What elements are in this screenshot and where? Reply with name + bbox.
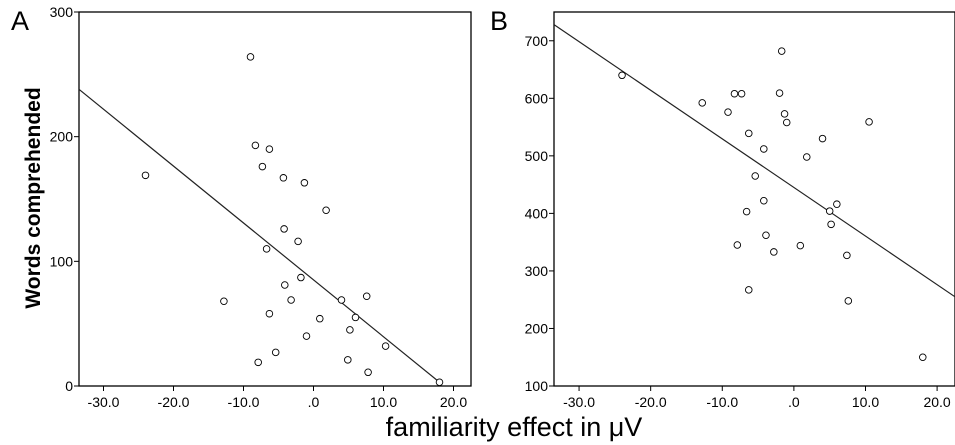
panel-b-data-point xyxy=(724,108,732,116)
panel-b-data-point xyxy=(698,99,706,107)
panel-a-xtick-label: -20.0 xyxy=(158,394,190,410)
panel-b-data-point xyxy=(833,200,841,208)
panel-b-data-point xyxy=(825,207,834,215)
panel-a-data-point xyxy=(271,348,280,357)
panel-a-data-point xyxy=(362,292,371,300)
panel-a-xtick-label: -10.0 xyxy=(228,394,260,410)
panel-a-plot-frame xyxy=(78,11,472,387)
panel-b-xtick-label: -10.0 xyxy=(706,394,738,410)
panel-b: B -30.0 -20.0 -10.0 .0 10.0 20.0 100 200 300 400 5… xyxy=(490,6,955,410)
panel-a-data-point xyxy=(322,206,330,214)
panel-a-data-point xyxy=(381,342,390,350)
panel-b-ytick-label: 500 xyxy=(525,148,549,164)
panel-b-data-point xyxy=(843,251,851,260)
panel-b-fit-line xyxy=(553,24,955,298)
panel-b-data-point xyxy=(865,118,873,126)
panel-a-data-point xyxy=(280,225,288,233)
panel-b-data-point xyxy=(844,297,853,305)
panel-b-xtick-label: -20.0 xyxy=(635,394,667,410)
panel-a-data-point xyxy=(141,171,150,180)
panel-a-points xyxy=(141,53,444,387)
panel-b-data-point xyxy=(796,241,805,250)
panel-b-xtick-label: .0 xyxy=(788,394,800,410)
panel-b-xtick-label: -30.0 xyxy=(563,394,595,410)
panel-b-ytick-label: 200 xyxy=(525,320,549,336)
panel-a-data-point xyxy=(316,314,324,323)
panel-a-ytick-label: 200 xyxy=(50,129,74,145)
panel-a-data-point xyxy=(287,296,295,304)
panel-a-data-point xyxy=(281,281,289,289)
panel-b-data-point xyxy=(733,241,742,249)
panel-a-data-point xyxy=(279,174,288,182)
panel-b-data-point xyxy=(737,89,746,98)
panel-a-xtick-label: .0 xyxy=(308,394,320,410)
panel-b-ytick-label: 400 xyxy=(525,205,549,221)
panel-b-data-point xyxy=(770,248,778,256)
panel-a-data-point xyxy=(435,378,444,387)
panel-b-data-point xyxy=(818,134,827,143)
panel-a-ytick-label: 0 xyxy=(65,378,73,394)
panel-b-ytick-label: 600 xyxy=(525,90,549,106)
panel-b-data-point xyxy=(760,145,768,153)
panel-b-ytick-label: 300 xyxy=(525,263,549,279)
panel-b-label: B xyxy=(490,6,508,36)
x-axis-title: familiarity effect in μV xyxy=(386,412,643,442)
panel-a-data-point xyxy=(346,326,354,334)
panel-b-data-point xyxy=(827,220,835,229)
panel-a-xtick-label: 20.0 xyxy=(440,394,467,410)
panel-b-ytick-label: 700 xyxy=(525,33,549,49)
panel-b-data-point xyxy=(745,286,753,294)
panel-b-data-point xyxy=(777,47,786,55)
panel-b-data-point xyxy=(730,89,739,98)
panel-b-xtick-label: 10.0 xyxy=(852,394,879,410)
panel-a-data-point xyxy=(344,356,352,364)
panel-b-data-point xyxy=(762,231,770,239)
panel-a-data-point xyxy=(265,309,274,318)
panel-b-data-point xyxy=(775,89,784,97)
panel-b-data-point xyxy=(618,71,626,80)
panel-b-data-point xyxy=(751,172,759,180)
panel-a-data-point xyxy=(220,297,228,305)
panel-a-data-point xyxy=(297,273,305,282)
panel-a-data-point xyxy=(351,313,360,322)
panel-a-data-point xyxy=(300,179,309,187)
panel-b-ticks: -30.0 -20.0 -10.0 .0 10.0 20.0 100 200 300 400 500… xyxy=(525,33,951,410)
panel-a-ytick-label: 100 xyxy=(50,253,74,269)
panel-a-data-point xyxy=(246,53,255,61)
panel-a-data-point xyxy=(364,368,372,377)
panel-b-points xyxy=(618,47,927,361)
y-axis-title: Words comprehended xyxy=(22,87,45,308)
panel-a-data-point xyxy=(302,332,311,340)
panel-a-data-point xyxy=(262,245,271,253)
panel-a-xtick-label: -30.0 xyxy=(88,394,120,410)
panel-b-data-point xyxy=(919,353,927,361)
panel-a-data-point xyxy=(337,296,346,304)
panel-b-data-point xyxy=(780,110,789,118)
panel-a-data-point xyxy=(265,145,274,153)
panel-b-data-point xyxy=(782,118,791,127)
panel-a-ticks: -30.0 -20.0 -10.0 .0 10.0 20.0 0 100 200 300 xyxy=(50,4,468,410)
panel-a-fit xyxy=(78,88,440,383)
panel-b-data-point xyxy=(742,207,751,216)
panel-a-data-point xyxy=(258,162,267,171)
panel-a-data-point xyxy=(251,141,260,150)
panel-a-xtick-label: 10.0 xyxy=(370,394,397,410)
panel-b-data-point xyxy=(760,196,768,205)
panel-b-data-point xyxy=(803,153,811,161)
panel-a-data-point xyxy=(254,358,262,367)
panel-a: A -30.0 -20.0 -10.0 .0 10.0 20.0 0 100 200 300 xyxy=(11,4,472,410)
panel-b-xtick-label: 20.0 xyxy=(923,394,950,410)
panel-a-ytick-label: 300 xyxy=(50,4,74,20)
panel-b-fit xyxy=(553,24,955,298)
panel-a-label: A xyxy=(11,6,29,36)
panel-b-ytick-label: 100 xyxy=(525,378,549,394)
panel-b-data-point xyxy=(745,129,753,138)
panel-b-plot-frame xyxy=(553,11,955,387)
panel-a-fit-line xyxy=(78,88,440,383)
panel-a-data-point xyxy=(294,237,302,246)
